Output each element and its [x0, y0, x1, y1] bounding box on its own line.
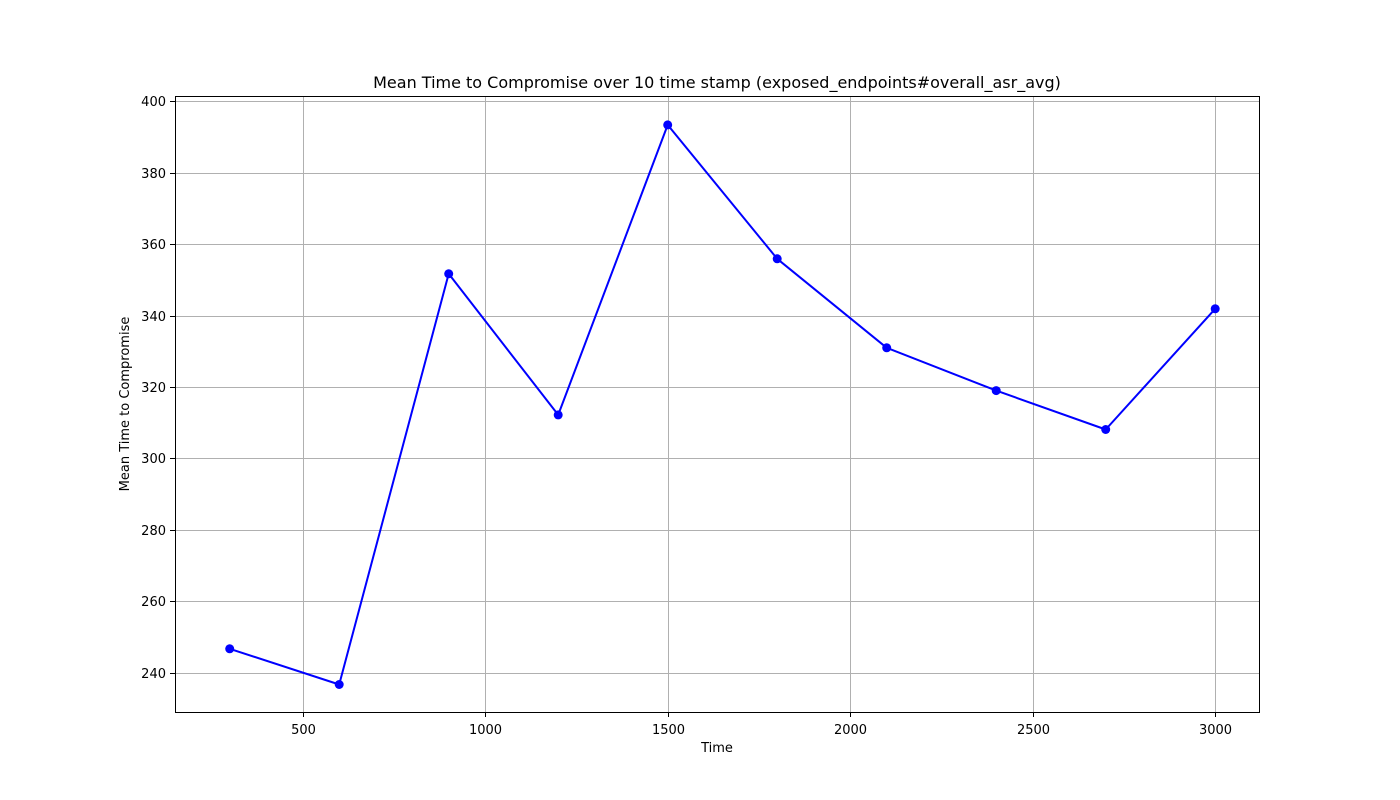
y-tick-label-2: 280	[141, 524, 166, 539]
chart-title: Mean Time to Compromise over 10 time sta…	[373, 73, 1061, 93]
data-point-4	[663, 120, 673, 130]
plot-area-frame	[175, 96, 1260, 713]
x-axis-title: Time	[700, 741, 733, 756]
data-point-9	[1210, 304, 1220, 314]
series-line-0	[229, 123, 1216, 686]
x-tick-label-5: 3000	[1199, 723, 1232, 738]
data-point-0	[225, 644, 235, 654]
x-tick-label-4: 2500	[1017, 723, 1050, 738]
y-tick-label-3: 300	[141, 452, 166, 467]
data-point-5	[772, 254, 782, 264]
y-tick-label-4: 320	[141, 381, 166, 396]
data-point-7	[991, 386, 1001, 396]
grid	[175, 96, 1259, 712]
data-point-8	[1101, 425, 1111, 434]
x-tick-label-1: 1000	[469, 723, 502, 738]
data-point-2	[444, 269, 454, 279]
series-layer	[225, 120, 1220, 689]
x-tick-label-0: 500	[291, 723, 316, 738]
axis-ticks: 500 1000 1500 2000 2500 3000 240 260 280 300 320 34…	[141, 95, 1232, 738]
data-point-1	[334, 680, 344, 689]
y-tick-label-0: 240	[141, 667, 166, 682]
y-tick-label-6: 360	[141, 238, 166, 253]
x-tick-label-2: 1500	[652, 723, 685, 738]
y-axis-title: Mean Time to Compromise	[118, 317, 133, 492]
y-tick-label-5: 340	[141, 310, 166, 325]
y-tick-label-7: 380	[141, 167, 166, 182]
data-point-6	[882, 343, 892, 353]
y-tick-label-1: 260	[141, 595, 166, 610]
x-tick-label-3: 2000	[834, 723, 867, 738]
y-tick-label-8: 400	[141, 95, 166, 110]
data-point-3	[553, 410, 563, 420]
